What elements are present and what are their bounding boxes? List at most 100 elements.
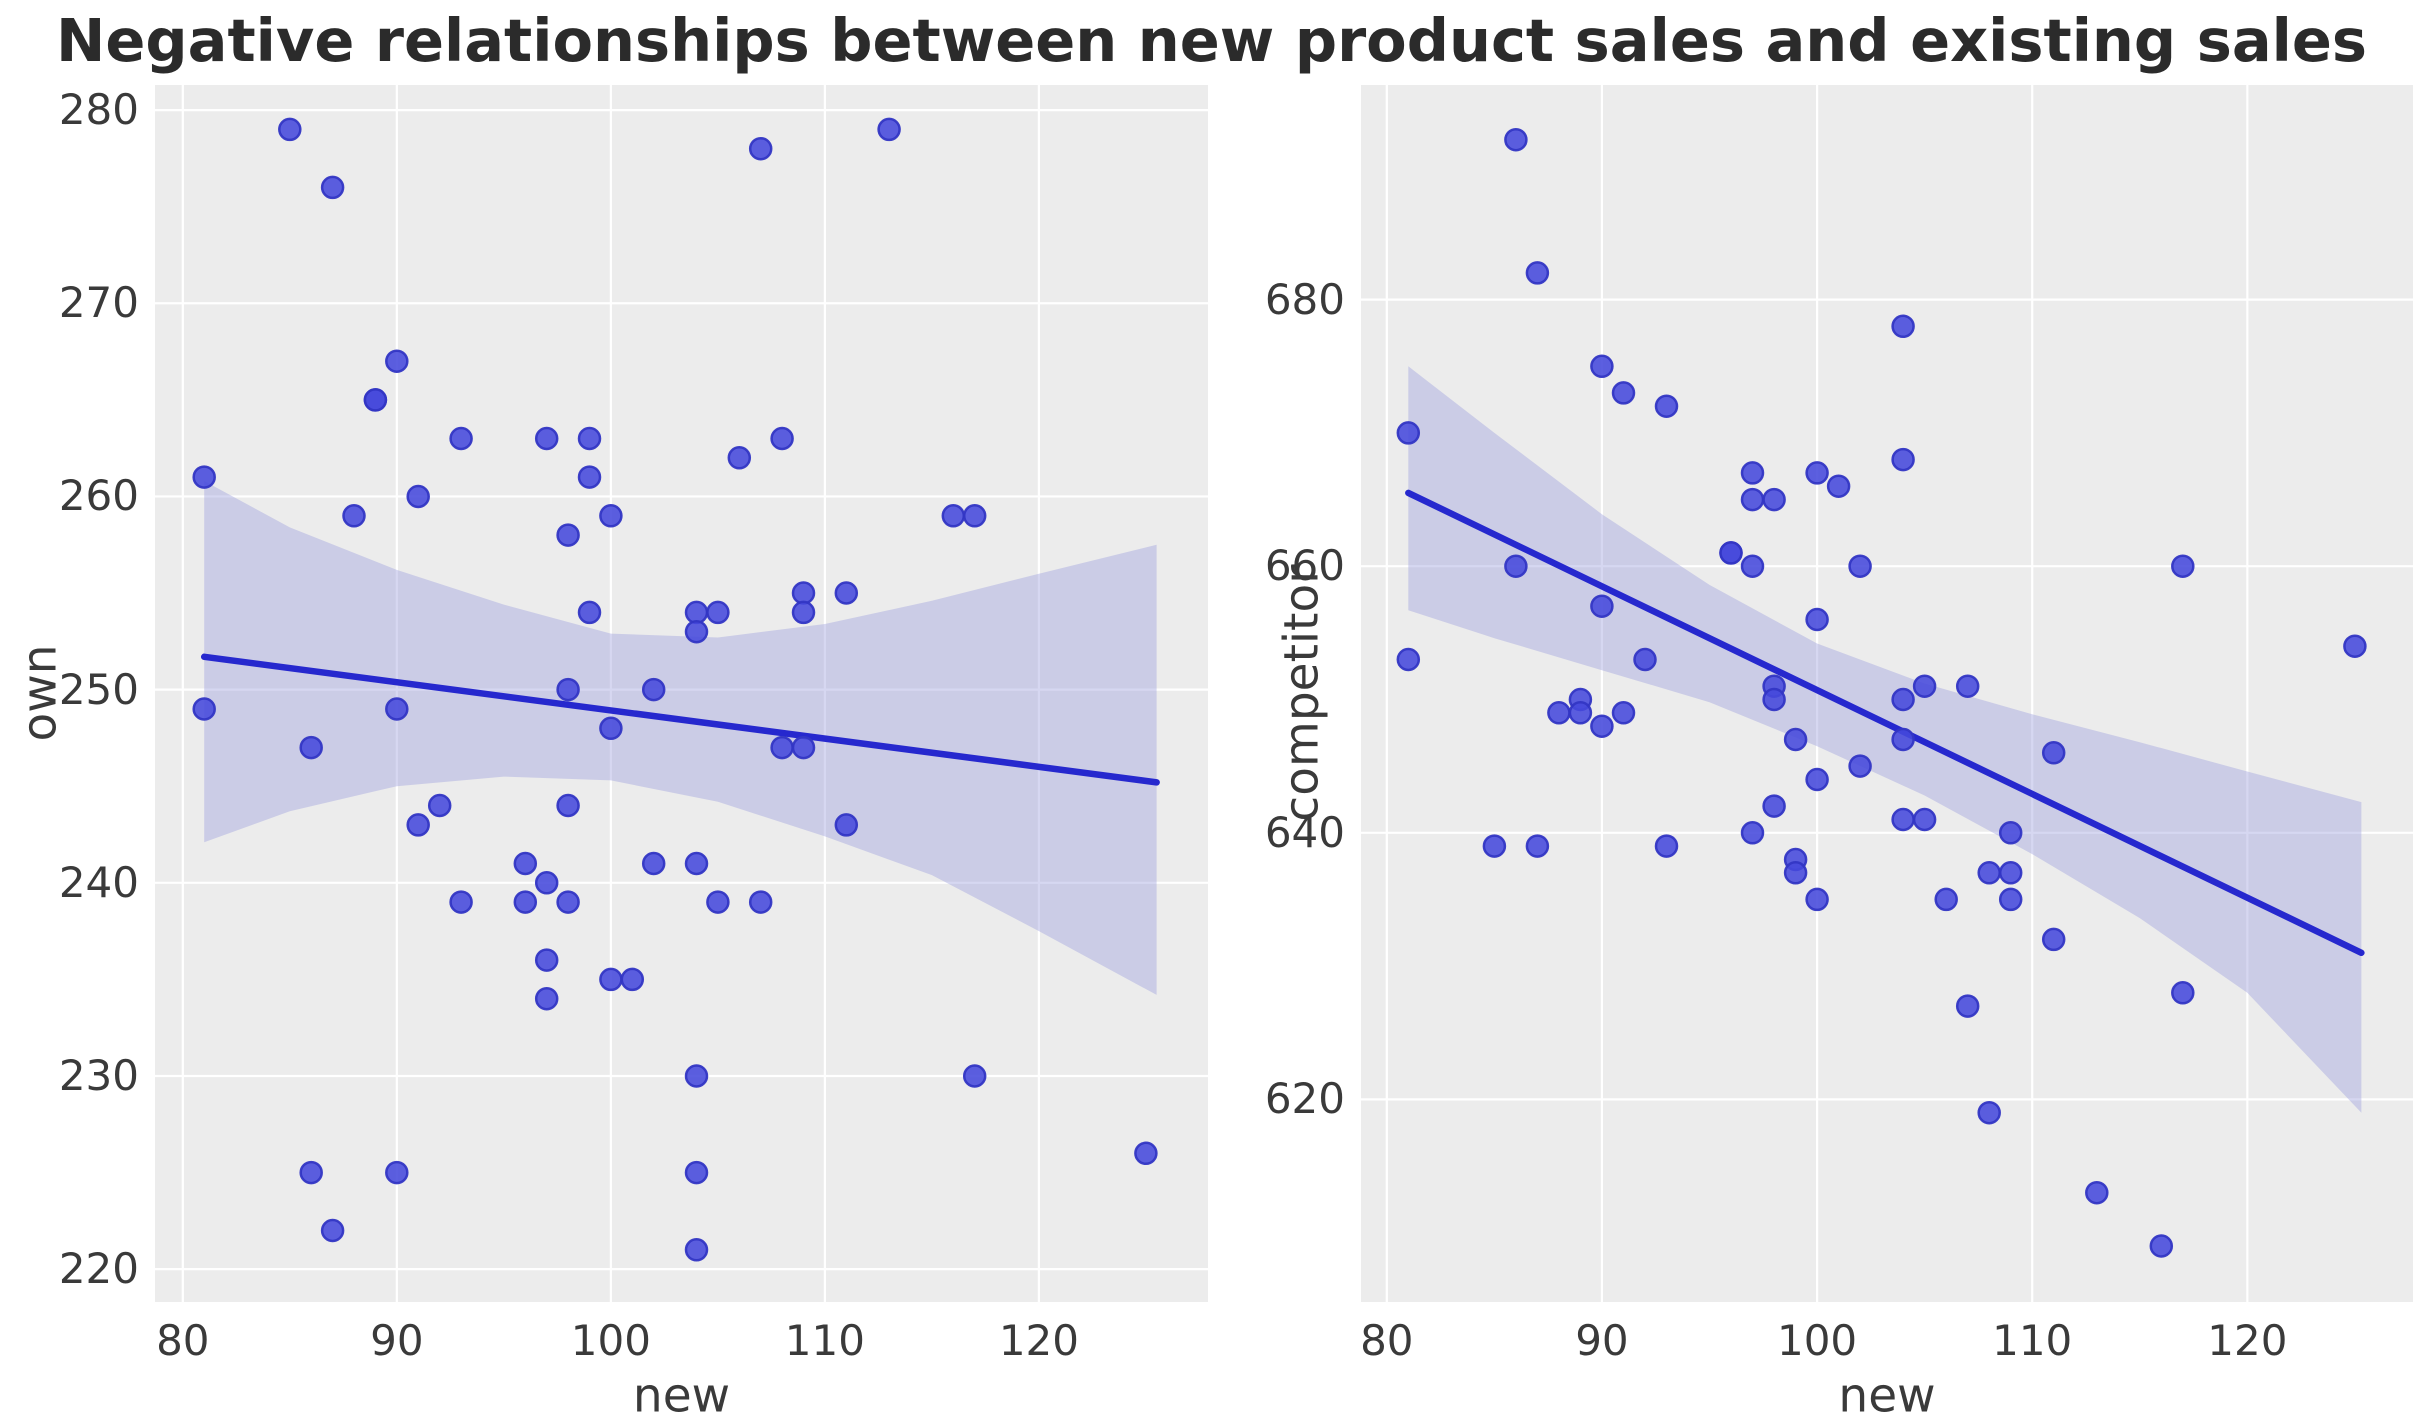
data-point [320,175,345,200]
data-point [1525,834,1550,858]
data-point [556,890,580,914]
regression-line [1405,489,2365,957]
data-point [1719,541,1743,565]
confidence-band [1408,366,2362,1113]
x-tick-label: 80 [156,1316,210,1365]
data-point [1568,701,1593,725]
data-point [962,1064,987,1088]
y-tick-label: 680 [1264,274,1345,324]
right-plot-area [1361,85,2413,1302]
y-tick-label: 660 [1264,541,1345,591]
data-point [385,349,409,373]
data-point [385,1160,409,1185]
data-point [941,504,966,528]
data-point [534,426,559,451]
data-point [2343,634,2367,658]
data-point [1547,701,1571,725]
x-tick-label: 100 [570,1316,651,1365]
data-point [427,793,452,818]
data-point [1805,887,1829,912]
data-point [513,890,538,914]
data-point [1912,807,1937,832]
data-point [320,1218,345,1243]
data-point [1525,261,1550,285]
data-point [641,677,666,702]
data-point [299,1160,323,1185]
data-point [2149,1234,2174,1258]
data-point [877,117,901,142]
y-tick-label: 250 [58,664,139,714]
data-point [534,986,559,1011]
data-point [342,504,366,528]
data-point [706,600,730,625]
x-tick-label: 90 [1575,1316,1629,1365]
data-point [684,1160,709,1185]
data-point [1590,714,1614,738]
data-point [1955,994,1980,1018]
x-tick-label: 120 [998,1316,1079,1365]
x-tick-label: 100 [1776,1316,1858,1365]
data-point [1762,687,1786,712]
data-point [1783,861,1808,885]
data-point [1998,887,2023,912]
confidence-band [204,481,1157,995]
x-tick-label: 120 [2207,1316,2288,1365]
data-point [1611,381,1636,405]
data-point [684,619,709,644]
data-point [2171,554,2195,578]
data-point [1134,1141,1158,1166]
data-point [791,735,816,760]
data-point [684,851,709,876]
data-point [577,600,602,625]
data-point [1740,554,1765,578]
left-x-axis-label: new [632,1368,731,1423]
data-point [748,136,773,161]
y-tick-label: 620 [1264,1074,1345,1124]
data-point [1977,861,2001,885]
data-point [1826,474,1851,498]
y-tick-label: 640 [1264,807,1345,857]
data-point [599,716,623,741]
data-point [1633,647,1657,672]
y-tick-label: 280 [58,85,139,135]
data-point [1977,1100,2001,1125]
data-point [513,851,538,876]
data-point [1955,674,1980,698]
data-point [1783,727,1808,752]
x-tick-label: 110 [1992,1316,2073,1365]
data-point [192,697,216,721]
data-point [727,446,752,470]
data-point [1611,701,1636,725]
plot-background [155,85,1208,1302]
data-point [684,1238,709,1262]
data-point [791,581,816,605]
y-tick-label: 240 [58,857,139,907]
data-point [834,813,859,837]
data-point [770,735,794,760]
data-point [577,465,602,489]
y-tick-label: 260 [58,471,139,521]
data-point [748,890,773,914]
data-point [2171,981,2195,1005]
data-point [684,1064,709,1088]
data-point [1740,461,1765,485]
data-point [1891,687,1915,712]
x-tick-label: 90 [370,1316,424,1365]
data-point [1805,767,1829,792]
data-point [406,813,430,837]
data-point [1590,354,1614,379]
y-tick-label: 230 [58,1050,139,1100]
data-point [1934,887,1958,912]
data-point [1762,794,1786,818]
data-point [1848,554,1872,578]
y-tick-label: 270 [58,278,139,328]
data-point [1805,607,1829,632]
data-point [556,523,580,547]
data-point [534,948,559,972]
left-plot-area [155,85,1208,1302]
right-x-axis-label: new [1838,1368,1936,1423]
data-point [1805,461,1829,485]
data-point [1504,554,1528,578]
data-point [299,735,323,760]
data-point [1504,127,1528,152]
